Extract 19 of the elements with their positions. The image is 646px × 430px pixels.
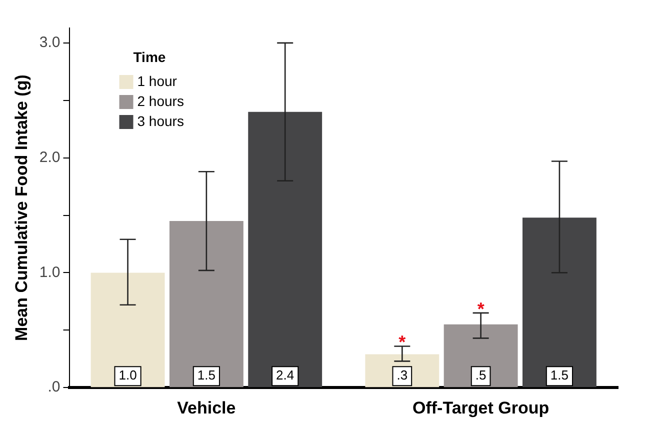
y-tick-label: 2.0 (39, 148, 60, 166)
data-label: 1.0 (118, 368, 137, 383)
legend-label: 3 hours (137, 112, 184, 129)
data-label: .5 (475, 368, 486, 383)
x-tick-label: Off-Target Group (412, 398, 550, 418)
y-tick-label: 3.0 (39, 34, 60, 52)
data-label: 2.4 (276, 368, 294, 383)
y-axis-title: Mean Cumulative Food Intake (g) (12, 74, 31, 341)
legend-label: 2 hours (137, 92, 184, 109)
y-tick-label: .0 (48, 378, 60, 396)
annotation: * (398, 332, 406, 352)
y-tick-label: 1.0 (39, 264, 60, 281)
annotation: * (477, 298, 484, 319)
data-label: 1.5 (197, 368, 216, 383)
x-tick-label: Vehicle (177, 398, 236, 418)
data-label: 1.5 (550, 368, 569, 383)
data-label: .3 (396, 368, 408, 383)
legend-label: 1 hour (137, 72, 178, 89)
legend-title: Time (133, 48, 166, 65)
